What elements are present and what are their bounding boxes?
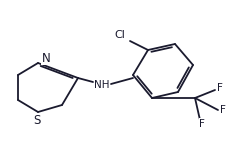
Text: N: N [42,51,50,64]
Text: NH: NH [94,80,110,90]
Text: S: S [33,114,41,126]
Text: F: F [217,83,223,93]
Text: F: F [220,105,226,115]
Text: Cl: Cl [115,30,125,40]
Text: F: F [199,119,205,129]
